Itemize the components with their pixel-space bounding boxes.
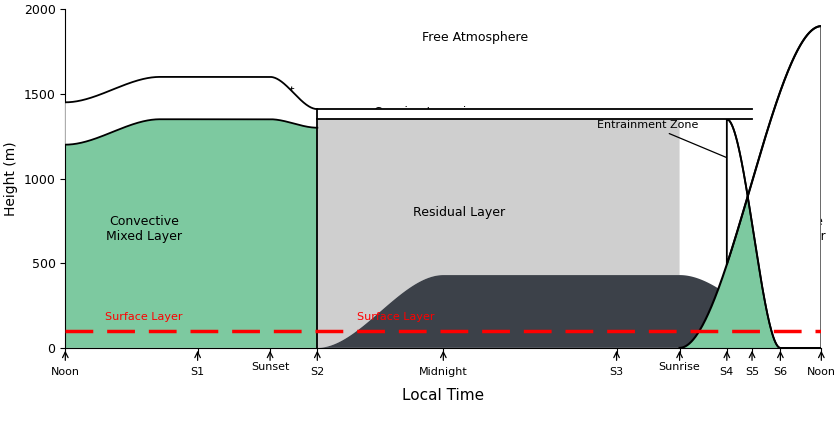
Polygon shape [727,26,822,348]
Text: S3: S3 [610,367,623,378]
Polygon shape [66,77,318,145]
Text: Free Atmosphere: Free Atmosphere [422,32,528,45]
Text: Convective
Mixed Layer: Convective Mixed Layer [106,215,182,244]
Polygon shape [66,119,318,348]
Text: S6: S6 [774,367,787,378]
Text: Surface Layer: Surface Layer [357,312,435,322]
Polygon shape [318,109,752,119]
Text: S1: S1 [191,367,205,378]
Text: Noon: Noon [807,367,836,378]
Text: Midnight: Midnight [419,367,468,378]
Text: S2: S2 [310,367,324,378]
Text: Surface Layer: Surface Layer [105,312,183,322]
Text: Sunset: Sunset [251,362,289,372]
Text: Noon: Noon [50,367,80,378]
Text: Capping Inversion: Capping Inversion [374,106,481,119]
Text: Sunrise: Sunrise [659,362,701,372]
Polygon shape [318,275,822,348]
Text: Entrainment Zone: Entrainment Zone [597,120,732,160]
Text: Entrainment
Zone: Entrainment Zone [226,86,296,109]
Polygon shape [318,119,680,348]
Text: S5: S5 [745,367,759,378]
Y-axis label: Height (m): Height (m) [4,141,18,216]
Text: Convective
Mixed Layer: Convective Mixed Layer [754,215,826,244]
Text: Cloud Layer: Cloud Layer [122,84,192,97]
Text: S4: S4 [720,367,734,378]
X-axis label: Local Time: Local Time [402,388,485,403]
Polygon shape [680,26,822,348]
Text: Residual Layer: Residual Layer [413,206,505,219]
